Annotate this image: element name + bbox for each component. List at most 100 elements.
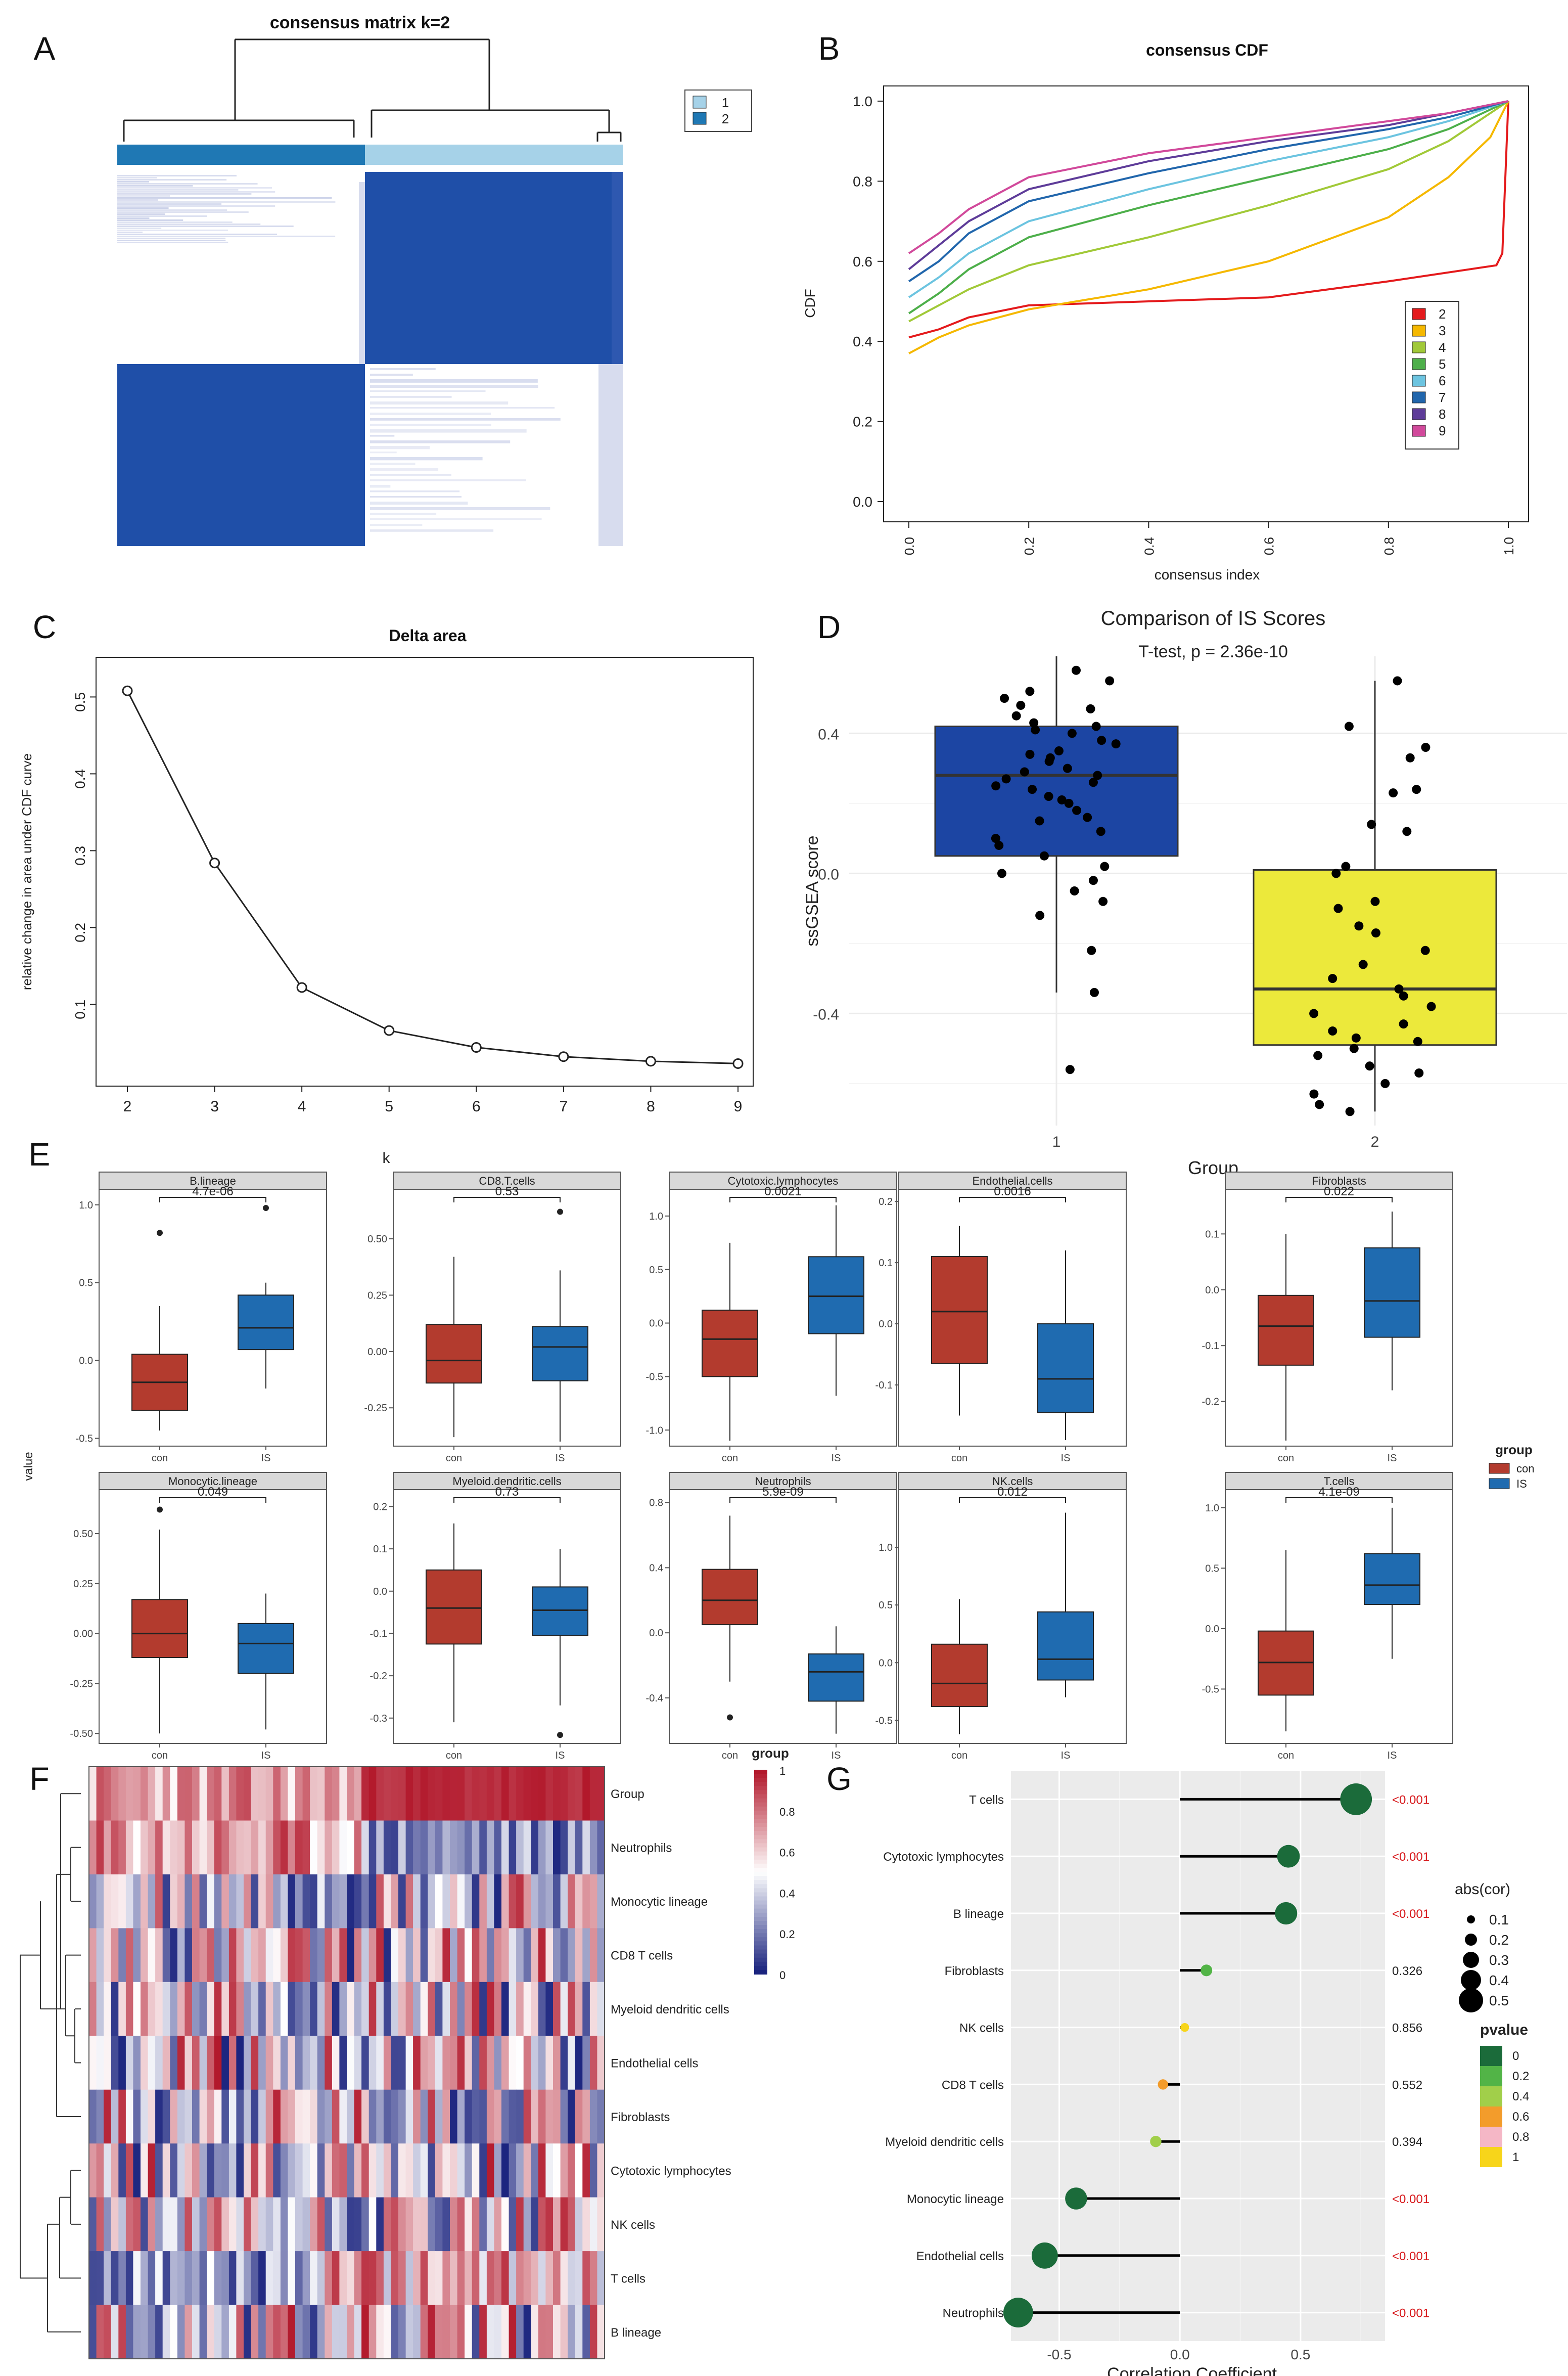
facet-box-con <box>131 1599 188 1658</box>
x-tick-label-g: -0.5 <box>1047 2347 1071 2362</box>
x-tick-label-c: 8 <box>647 1098 655 1115</box>
legend-swatch-k9 <box>1412 425 1426 437</box>
size-legend-label: 0.5 <box>1489 1993 1509 2008</box>
jitter-point-g2 <box>1309 1009 1319 1018</box>
y-tick-label-b: 0.0 <box>853 494 872 510</box>
stripe-bottom <box>370 374 413 376</box>
heatmap-cell <box>280 1982 289 2036</box>
facet-x-tick-label: IS <box>556 1750 565 1761</box>
legend-label-con: con <box>1516 1462 1534 1475</box>
heatmap-cell <box>479 2036 487 2090</box>
heatmap-cell <box>236 2089 244 2144</box>
heatmap-cell <box>376 1767 384 1821</box>
heatmap-cell <box>391 2143 399 2198</box>
heatmap-cell <box>295 1874 303 1929</box>
jitter-point-g2 <box>1389 788 1398 798</box>
heatmap-cell <box>104 2036 112 2090</box>
heatmap-cell <box>265 1982 273 2036</box>
heatmap-cell <box>516 1874 524 1929</box>
block-bottom-left <box>117 364 365 546</box>
heatmap-cell <box>199 2197 207 2252</box>
heatmap-cell <box>538 2251 546 2306</box>
heatmap-cell <box>310 1982 318 2036</box>
heatmap-cell <box>420 2251 428 2306</box>
heatmap-cell <box>155 2143 163 2198</box>
heatmap-cell <box>457 1928 465 1983</box>
heatmap-cell <box>465 2197 473 2252</box>
lollipop-label: Fibroblasts <box>945 1964 1004 1978</box>
heatmap-cell <box>133 1874 141 1929</box>
stripe-top <box>117 189 239 191</box>
heatmap-cell <box>302 1982 310 2036</box>
legend-gradient-step <box>754 1920 767 1926</box>
facet-box-IS <box>1037 1611 1094 1681</box>
heatmap-cell <box>428 1982 436 2036</box>
facet-box-IS <box>808 1653 864 1702</box>
heatmap-cell <box>221 2305 229 2359</box>
heatmap-cell <box>391 2089 399 2144</box>
heatmap-row-label: Fibroblasts <box>611 2111 670 2124</box>
stripe-bottom <box>370 496 462 498</box>
heatmap-cell <box>141 2305 149 2359</box>
block-bottom-right <box>365 364 623 546</box>
heatmap-cell <box>501 1874 510 1929</box>
legend-swatch-k5 <box>1412 358 1426 370</box>
heatmap-cell <box>450 2036 458 2090</box>
heatmap-cell <box>96 2036 104 2090</box>
heatmap-cell <box>391 2197 399 2252</box>
x-tick-label-b: 0.0 <box>902 537 917 555</box>
legend-tick-f: 0.2 <box>779 1928 795 1941</box>
facet-p-value: 0.0016 <box>994 1185 1031 1198</box>
heatmap-cell <box>450 1928 458 1983</box>
heatmap-cell <box>501 2251 510 2306</box>
heatmap-cell <box>361 2089 370 2144</box>
heatmap-cell <box>479 1982 487 2036</box>
y-tick-label-c: 0.5 <box>72 692 88 712</box>
stripe-top <box>117 221 233 223</box>
heatmap-cell <box>494 2143 502 2198</box>
stripe-top <box>117 199 158 201</box>
heatmap-cell <box>221 1767 229 1821</box>
facet-y-tick-label: 0.0 <box>373 1586 387 1597</box>
heatmap-cell <box>589 2305 598 2359</box>
stripe-top <box>117 228 162 229</box>
heatmap-cell <box>317 2143 325 2198</box>
heatmap-cell <box>420 2143 428 2198</box>
heatmap-cell <box>273 2143 281 2198</box>
heatmap-cell <box>428 2305 436 2359</box>
pvalue-legend-swatch <box>1480 2127 1502 2147</box>
facet-box-con <box>702 1310 758 1377</box>
heatmap-cell <box>332 2143 340 2198</box>
heatmap-cell <box>280 1767 289 1821</box>
heatmap-cell <box>368 2251 377 2306</box>
facet-outlier-IS <box>557 1208 563 1215</box>
heatmap-cell <box>494 2305 502 2359</box>
facet-strip <box>669 1472 897 1490</box>
heatmap-cell <box>383 2089 392 2144</box>
heatmap-cell <box>148 1982 156 2036</box>
heatmap-cell <box>413 2305 421 2359</box>
heatmap-cell <box>538 2089 546 2144</box>
heatmap-cell <box>582 1928 590 1983</box>
heatmap-cell <box>96 1767 104 1821</box>
heatmap-cell <box>494 2197 502 2252</box>
heatmap-cell <box>545 2143 554 2198</box>
heatmap-cell <box>516 2251 524 2306</box>
lollipop-p-value: <0.001 <box>1392 2250 1429 2263</box>
heatmap-cell <box>553 1982 561 2036</box>
legend-gradient-step <box>754 1843 767 1848</box>
stripe-bottom <box>370 413 491 415</box>
heatmap-cell <box>133 2143 141 2198</box>
heatmap-cell <box>221 2143 229 2198</box>
heatmap-cell <box>553 2197 561 2252</box>
heatmap-cell <box>479 1874 487 1929</box>
heatmap-cell <box>317 2251 325 2306</box>
facet-box-IS <box>532 1586 588 1636</box>
heatmap-row-label: NK cells <box>611 2218 655 2232</box>
plot-frame-b <box>883 85 1529 522</box>
heatmap-cell <box>295 2251 303 2306</box>
heatmap-cell <box>450 1874 458 1929</box>
heatmap-cell <box>214 1982 222 2036</box>
heatmap-cell <box>354 1767 362 1821</box>
heatmap-cell <box>133 1982 141 2036</box>
